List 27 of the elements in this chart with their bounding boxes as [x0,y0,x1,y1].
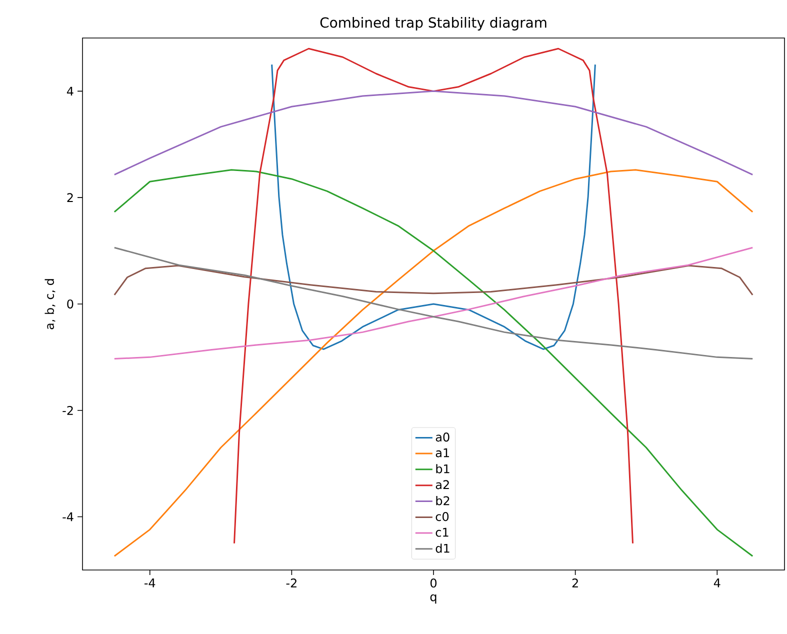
y-tick-label: 4 [66,86,74,96]
legend-label: a0 [436,432,450,442]
y-tick-label: 2 [67,193,73,202]
legend-label: a2 [436,480,449,490]
legend-label: b2 [436,496,450,506]
y-tick-label: 0 [67,299,74,309]
line-series [271,64,596,350]
line-series [114,169,754,557]
x-tick-label: 0 [430,578,437,588]
line-series [114,246,754,360]
line-series [114,264,754,296]
line-series [114,90,754,176]
x-tick-label: 4 [714,578,720,588]
x-axis-title: q [430,594,436,604]
legend-label: c1 [436,528,448,537]
x-tick-label: -2 [286,578,296,588]
legend-label: c0 [436,512,449,522]
y-axis-title: a, b, c, d [44,279,56,330]
x-tick-label: 2 [572,578,578,588]
x-tick-label: -4 [144,578,156,588]
legend-label: d1 [436,544,450,553]
y-tick-label: -4 [62,512,74,522]
y-tick-label: -2 [62,406,73,415]
chart-title: Combined trap Stability diagram [320,16,546,30]
legend-label: a1 [436,448,449,458]
line-series [234,48,634,544]
legend-label: b1 [436,464,450,474]
